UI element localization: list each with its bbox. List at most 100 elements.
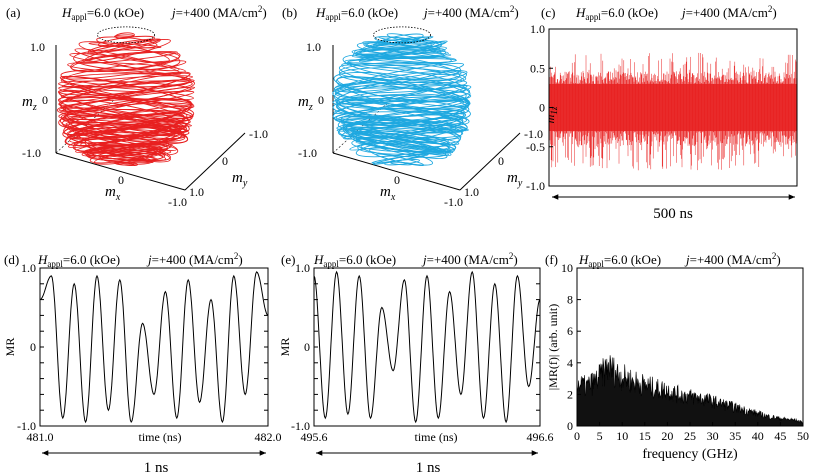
y-axis — [459, 132, 521, 191]
y-tick-label: 4 — [567, 356, 573, 370]
trajectory-loop — [98, 154, 156, 163]
y-tick-label: 0 — [304, 340, 310, 354]
trajectory-loop — [59, 71, 191, 103]
mx-label: mx — [380, 184, 396, 203]
x-tick-end: -1.0 — [444, 195, 463, 209]
current-label: j=+400 (MA/cm2) — [421, 251, 518, 267]
trajectory-loop — [69, 53, 180, 72]
y-tick-label: -1.0 — [291, 419, 310, 433]
polar-cap — [97, 26, 155, 44]
x-ticks: 0 5 10 15 20 25 30 35 40 45 50 — [574, 422, 809, 443]
field-label: Happl=6.0 (kOe) — [578, 252, 661, 269]
trajectory-loop — [58, 90, 194, 119]
panel-label: (f) — [545, 252, 558, 267]
trajectory-loop — [341, 62, 465, 84]
trajectory-loop — [386, 33, 420, 43]
trajectory-loop — [360, 142, 447, 158]
mr-trace — [39, 271, 269, 424]
trajectory-loop — [62, 75, 194, 88]
y-axis-label: m1z — [543, 106, 559, 123]
trajectory-loop — [339, 103, 469, 132]
y-axis — [184, 132, 246, 191]
y-axis-label: MR — [3, 338, 17, 357]
panel-a-header: (a) Happl=6.0 (kOe) j=+400 (MA/cm2) — [6, 4, 267, 22]
x-tick-mid: 0 — [394, 173, 400, 187]
x-tick-label: 10 — [616, 429, 628, 443]
trajectory-loop — [60, 73, 192, 88]
plot-frame — [39, 267, 269, 427]
y-ticks: 1.0 0 -1.0 — [291, 261, 540, 433]
x-tick-start: 481.0 — [27, 430, 54, 444]
span-label: 1 ns — [416, 460, 441, 476]
trajectory-loop — [351, 136, 451, 153]
y-tick-label: 1.0 — [21, 261, 36, 275]
trajectory-loop — [356, 42, 444, 59]
panel-label: (c) — [541, 5, 555, 20]
m1z-signal — [549, 52, 797, 171]
current-label: j=+400 (MA/cm2) — [146, 251, 243, 267]
field-label: Happl=6.0 (kOe) — [37, 252, 120, 269]
x-tick-label: 45 — [774, 429, 786, 443]
panel-d-plot: 1.0 0 -1.0 MR 481.0 482.0 time (ns) 1 ns — [3, 261, 282, 476]
trajectory-loop — [63, 113, 190, 136]
y-tick-label: 0 — [30, 340, 36, 354]
field-label: Happl=6.0 (kOe) — [61, 5, 144, 22]
y-tick-start: -1.0 — [249, 127, 268, 141]
trajectory-loop — [71, 128, 177, 151]
trajectory-loop — [351, 49, 452, 64]
my-label: my — [507, 170, 523, 189]
x-tick-label: 30 — [707, 429, 719, 443]
trajectory-loop — [384, 159, 420, 166]
trajectory-loop — [60, 86, 196, 113]
current-label: j=+400 (MA/cm2) — [170, 4, 267, 20]
y-axis-label: MR — [278, 338, 292, 357]
panel-label: (a) — [6, 5, 20, 20]
z-tick-bottom: -1.0 — [22, 146, 41, 160]
panel-c-header: (c) Happl=6.0 (kOe) j=+400 (MA/cm2) — [541, 4, 777, 22]
x-tick-label: 15 — [639, 429, 651, 443]
x-axis-label: time (ns) — [415, 430, 458, 444]
trajectory-loop — [338, 67, 467, 86]
y-tick-label: 1.0 — [295, 261, 310, 275]
field-label: Happl=6.0 (kOe) — [575, 5, 658, 22]
x-tick-label: 35 — [729, 429, 741, 443]
trajectory-loop — [354, 46, 447, 58]
span-label: 500 ns — [653, 206, 693, 222]
y-tick-label: 2 — [567, 387, 573, 401]
trajectory-loop — [347, 56, 457, 67]
y-tick-label: 10 — [561, 261, 573, 275]
mx-label: mx — [105, 184, 121, 203]
y-tick-start: -1.0 — [524, 127, 543, 141]
field-label: Happl=6.0 (kOe) — [315, 5, 398, 22]
panel-c-plot: 1.00.50-0.5-1.0 m1z 500 ns — [526, 22, 798, 222]
trajectory-loop — [358, 46, 448, 56]
x-tick-end: 496.6 — [527, 430, 554, 444]
mr-trace — [313, 270, 541, 424]
current-label: j=+400 (MA/cm2) — [680, 4, 777, 20]
panel-e-plot: 1.0 0 -1.0 MR 495.6 496.6 time (ns) 1 ns — [278, 261, 554, 476]
panel-f-header: (f) Happl=6.0 (kOe) j=+400 (MA/cm2) — [545, 251, 781, 269]
y-tick-mid: 0 — [498, 154, 504, 168]
trajectory-loop — [114, 34, 135, 38]
y-ticks: 1.0 0 -1.0 — [17, 261, 268, 433]
x-tick-mid: 0 — [118, 173, 124, 187]
x-axis-label: frequency (GHz) — [642, 447, 738, 462]
trajectory-loop — [58, 80, 192, 93]
y-tick-mid: 0 — [222, 154, 228, 168]
y-tick-label: 0.5 — [530, 61, 545, 75]
panel-b-header: (b) Happl=6.0 (kOe) j=+400 (MA/cm2) — [282, 4, 519, 22]
y-ticks: 1.00.50-0.5-1.0 — [526, 22, 553, 193]
my-label: my — [232, 170, 248, 189]
current-label: j=+400 (MA/cm2) — [684, 251, 781, 267]
field-label: Happl=6.0 (kOe) — [313, 252, 396, 269]
trajectory-loop — [349, 132, 451, 154]
plot-frame — [313, 267, 541, 427]
trajectory-loop — [82, 143, 173, 154]
y-axis-label: |MR(f)| (arb. unit) — [546, 304, 560, 390]
trajectory — [56, 26, 196, 166]
mz-label: mz — [22, 94, 37, 113]
y-tick-label: 0 — [567, 419, 573, 433]
panel-label: (e) — [281, 252, 295, 267]
